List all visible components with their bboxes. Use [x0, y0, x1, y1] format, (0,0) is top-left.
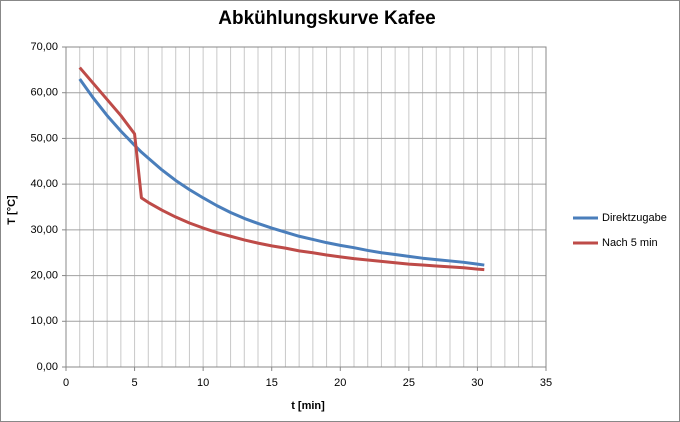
x-tick-label: 20: [334, 377, 346, 389]
x-tick-label: 30: [471, 377, 483, 389]
y-tick-label: 30,00: [30, 224, 58, 236]
y-tick-label: 70,00: [30, 41, 58, 53]
series-line: [78, 78, 485, 267]
x-tick-label: 15: [266, 377, 278, 389]
y-tick-label: 10,00: [30, 315, 58, 327]
x-axis-title: t [min]: [291, 400, 325, 412]
x-tick-label: 35: [540, 377, 552, 389]
chart-title: Abkühlungskurve Kafee: [218, 8, 436, 29]
plot-frame: [65, 46, 547, 368]
y-tick-label: 0,00: [37, 361, 58, 373]
y-axis-title: T [°C]: [6, 195, 18, 225]
legend-label: Direktzugabe: [602, 212, 667, 224]
x-tick-label: 10: [197, 377, 209, 389]
x-tick-label: 5: [132, 377, 138, 389]
x-tick-label: 0: [63, 377, 69, 389]
x-tick-label: 25: [403, 377, 415, 389]
series-line: [78, 66, 485, 272]
y-tick-label: 20,00: [30, 269, 58, 281]
y-tick-label: 40,00: [30, 178, 58, 190]
y-tick-label: 60,00: [30, 87, 58, 99]
legend-label: Nach 5 min: [602, 237, 658, 249]
y-tick-label: 50,00: [30, 132, 58, 144]
